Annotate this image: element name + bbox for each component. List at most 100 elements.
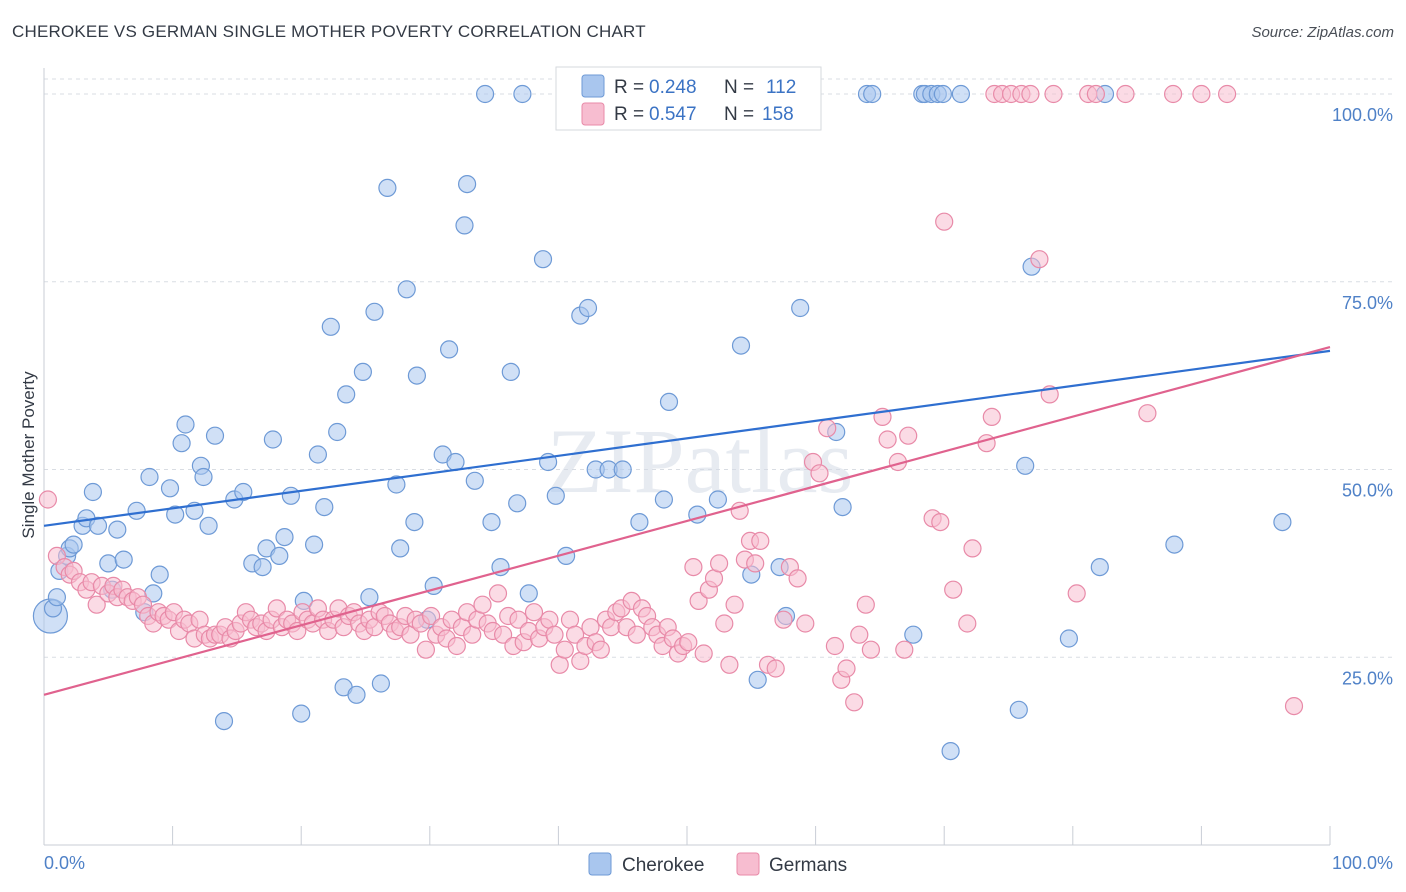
point-cherokee [941,741,960,761]
series-legend: Cherokee Germans [588,852,847,876]
point-cherokee [275,527,294,547]
point-germans [684,557,703,577]
point-cherokee [659,392,679,411]
point-germans [1284,696,1304,716]
point-germans [715,614,734,633]
point-cherokee [440,340,459,359]
legend-n-label: N = [724,104,754,125]
bottom-legend-germans: Germans [769,855,847,876]
point-germans [935,212,954,231]
point-cherokee [708,490,728,509]
point-germans [810,464,829,483]
point-germans [1030,250,1049,269]
point-cherokee [546,486,565,505]
point-cherokee [365,302,384,321]
point-germans [694,644,713,663]
point-germans [1116,84,1135,104]
point-cherokee [194,467,213,487]
point-germans [746,554,765,573]
point-cherokee [513,84,532,104]
point-cherokee [1016,456,1035,475]
point-germans [1138,404,1157,423]
point-germans [878,430,897,449]
point-cherokee [378,178,397,197]
point-cherokee [166,505,185,524]
point-cherokee [321,317,340,336]
point-cherokee [1059,629,1079,648]
point-germans [861,640,881,659]
point-cherokee [88,516,108,535]
point-cherokee [315,498,334,517]
data-points [32,84,1304,761]
point-cherokee [501,362,520,381]
point-germans [689,591,708,611]
point-cherokee [127,501,146,520]
point-cherokee [397,280,416,299]
point-cherokee [519,584,538,603]
point-cherokee [654,490,674,509]
point-germans [267,599,286,618]
bottom-legend-swatch-cherokee [588,852,612,876]
point-cherokee [308,445,327,464]
point-cherokee [455,216,474,235]
point-germans [837,659,856,678]
point-cherokee [347,685,366,704]
y-tick-label: 25.0% [1342,668,1393,688]
point-cherokee [263,430,282,449]
point-cherokee [371,674,390,693]
point-germans [447,636,466,656]
point-germans [1067,584,1086,603]
point-germans [422,606,441,626]
point-cherokee [863,84,882,104]
bottom-legend-swatch-germans [736,852,760,876]
point-germans [899,426,918,445]
legend-cherokee-r: 0.248 [649,77,697,98]
point-cherokee [1090,557,1109,577]
point-germans [509,610,528,629]
point-germans [1217,84,1237,104]
point-cherokee [1165,535,1184,554]
point-cherokee [387,475,406,494]
point-cherokee [613,460,632,479]
point-germans [473,595,492,614]
point-germans [796,614,815,633]
point-cherokee [160,479,180,498]
point-cherokee [353,362,372,381]
point-cherokee [748,670,767,689]
point-germans [488,584,508,603]
y-tick-label: 100.0% [1332,105,1393,125]
point-cherokee [904,625,923,644]
axes [43,68,1331,846]
point-germans [982,407,1001,426]
point-germans [1192,84,1211,104]
series-germans [38,84,1304,716]
point-cherokee [234,482,253,502]
point-cherokee [114,550,133,569]
point-germans [856,595,875,614]
y-tick-label: 75.0% [1342,293,1393,313]
legend-swatch-germans [581,102,605,126]
point-germans [1044,84,1063,104]
point-cherokee [731,336,751,355]
y-axis-label: Single Mother Poverty [19,371,38,539]
point-germans [944,580,963,599]
point-cherokee [64,535,83,554]
point-cherokee [833,498,852,517]
point-cherokee [328,422,347,442]
point-cherokee [205,426,225,445]
point-cherokee [176,415,195,434]
point-cherokee [108,520,127,539]
point-germans [555,640,574,659]
legend-swatch-cherokee [581,74,605,98]
point-cherokee [253,557,272,577]
point-cherokee [99,554,118,573]
legend-r-label: R = [614,104,644,125]
point-germans [850,625,869,644]
point-cherokee [292,704,311,723]
point-germans [1086,84,1106,104]
point-cherokee [933,84,953,104]
point-cherokee [630,512,649,532]
legend-germans-n: 158 [762,104,794,125]
point-germans [725,595,744,614]
point-cherokee [140,467,159,487]
